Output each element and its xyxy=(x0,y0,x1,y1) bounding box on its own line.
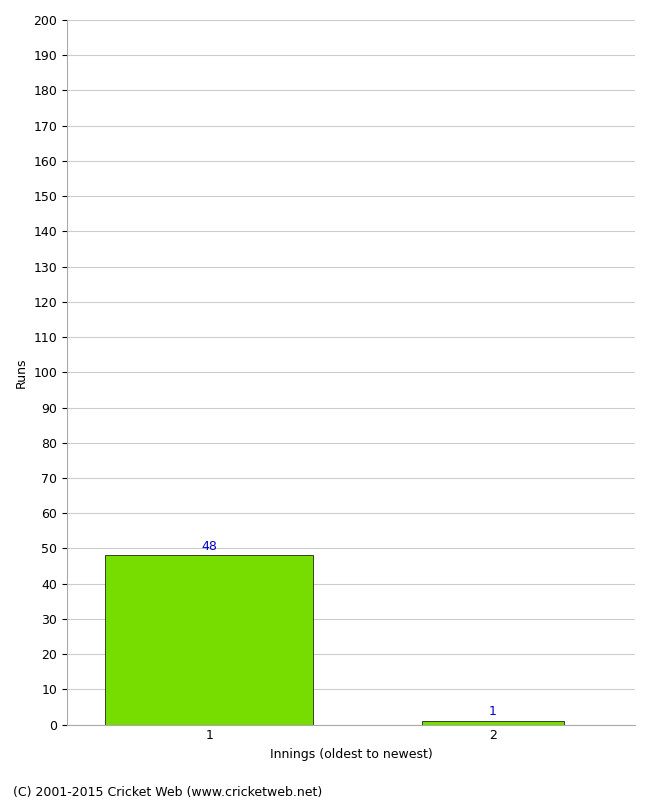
Y-axis label: Runs: Runs xyxy=(15,357,28,387)
Text: 48: 48 xyxy=(202,540,217,553)
Bar xyxy=(105,555,313,725)
Text: (C) 2001-2015 Cricket Web (www.cricketweb.net): (C) 2001-2015 Cricket Web (www.cricketwe… xyxy=(13,786,322,799)
Text: 1: 1 xyxy=(489,706,497,718)
Bar xyxy=(422,721,564,725)
X-axis label: Innings (oldest to newest): Innings (oldest to newest) xyxy=(270,748,432,761)
